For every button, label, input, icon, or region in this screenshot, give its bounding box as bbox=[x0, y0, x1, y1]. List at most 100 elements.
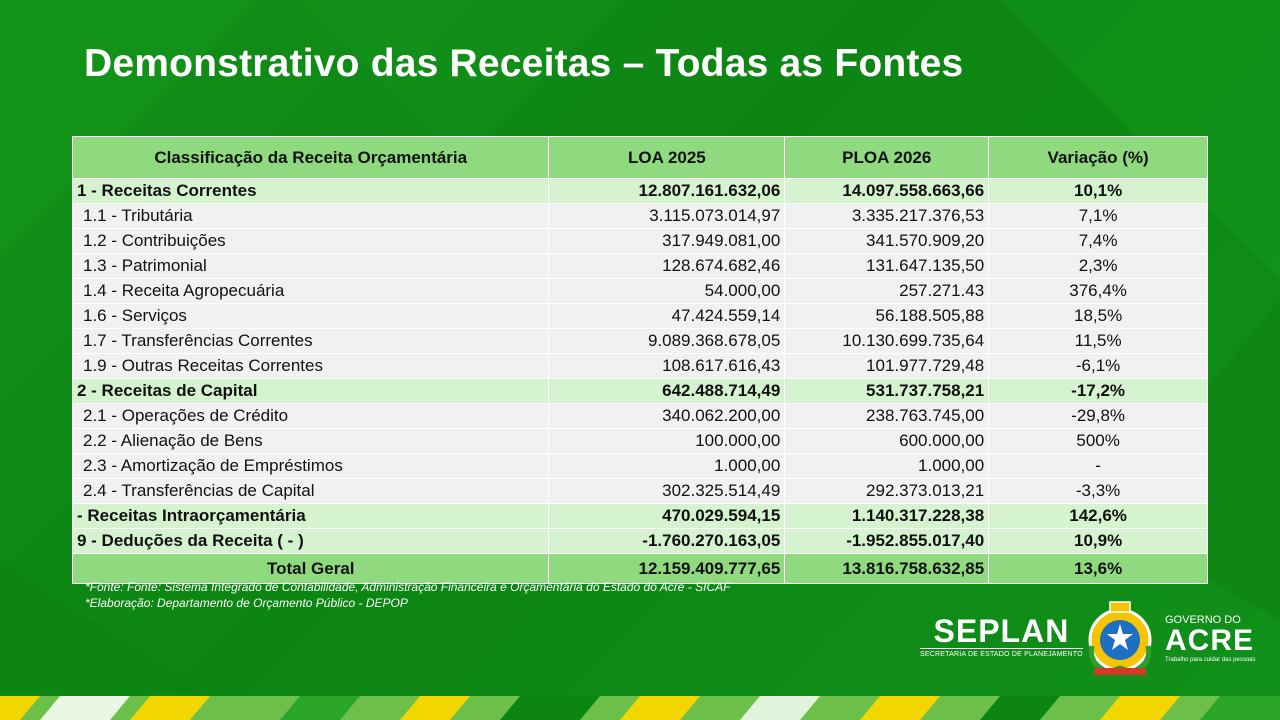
variation-value: 11,5% bbox=[988, 328, 1208, 354]
variation-value: -6,1% bbox=[988, 353, 1208, 379]
loa-2025-value: 54.000,00 bbox=[548, 278, 786, 304]
variation-value: 2,3% bbox=[988, 253, 1208, 279]
ploa-2026-value: -1.952.855.017,40 bbox=[784, 528, 990, 554]
variation-value: 376,4% bbox=[988, 278, 1208, 304]
row-label: 1.2 - Contribuições bbox=[71, 228, 550, 254]
ploa-2026-value: 257.271.43 bbox=[784, 278, 990, 304]
variation-value: 10,1% bbox=[988, 178, 1208, 204]
row-label: 1 - Receitas Correntes bbox=[71, 178, 550, 204]
variation-value: 13,6% bbox=[988, 553, 1208, 584]
governo-logo-line1: GOVERNO DO bbox=[1165, 614, 1241, 626]
variation-value: - bbox=[988, 453, 1208, 479]
variation-value: 18,5% bbox=[988, 303, 1208, 329]
total-row: Total Geral 12.159.409.777,65 13.816.758.6… bbox=[71, 553, 1208, 584]
row-label: 2.1 - Operações de Crédito bbox=[71, 403, 550, 429]
column-header-variation: Variação (%) bbox=[988, 136, 1208, 179]
page-title: Demonstrativo das Receitas – Todas as Fo… bbox=[84, 42, 964, 85]
row-label: - Receitas Intraorçamentária bbox=[71, 503, 550, 529]
loa-2025-value: 317.949.081,00 bbox=[548, 228, 786, 254]
variation-value: 7,1% bbox=[988, 203, 1208, 229]
source-notes: *Fonte: Fonte: Sistema Integrado de Cont… bbox=[85, 579, 730, 611]
table-row: 1.1 - Tributária 3.115.073.014,97 3.335.21… bbox=[71, 203, 1208, 229]
loa-2025-value: 128.674.682,46 bbox=[548, 253, 786, 279]
variation-value: -29,8% bbox=[988, 403, 1208, 429]
row-label: 1.1 - Tributária bbox=[71, 203, 550, 229]
table-row: 1.9 - Outras Receitas Correntes 108.617.6… bbox=[71, 353, 1208, 379]
source-note: *Fonte: Fonte: Sistema Integrado de Cont… bbox=[85, 580, 731, 594]
variation-value: -17,2% bbox=[988, 378, 1208, 404]
column-header-ploa-2026: PLOA 2026 bbox=[784, 136, 990, 179]
acre-coat-of-arms-icon bbox=[1088, 601, 1152, 675]
ploa-2026-value: 600.000,00 bbox=[784, 428, 990, 454]
governo-logo-line2: ACRE bbox=[1165, 624, 1255, 657]
loa-2025-value: 642.488.714,49 bbox=[548, 378, 786, 404]
table-row: 2.4 - Transferências de Capital 302.325.5… bbox=[71, 478, 1208, 504]
seplan-logo-text: SEPLAN bbox=[933, 613, 1070, 649]
ploa-2026-value: 531.737.758,21 bbox=[784, 378, 990, 404]
loa-2025-value: 100.000,00 bbox=[548, 428, 786, 454]
table-body: 1 - Receitas Correntes 12.807.161.632,06 1… bbox=[71, 178, 1208, 584]
column-header-loa-2025: LOA 2025 bbox=[548, 136, 786, 179]
loa-2025-value: 108.617.616,43 bbox=[548, 353, 786, 379]
table-row: 9 - Deduções da Receita ( - ) -1.760.270.… bbox=[71, 528, 1208, 554]
governo-logo-tagline: Trabalho para cuidar das pessoas bbox=[1165, 657, 1256, 663]
row-label: 1.3 - Patrimonial bbox=[71, 253, 550, 279]
table-row: 1.3 - Patrimonial 128.674.682,46 131.647.1… bbox=[71, 253, 1208, 279]
row-label: Total Geral bbox=[71, 553, 550, 584]
variation-value: 142,6% bbox=[988, 503, 1208, 529]
loa-2025-value: 47.424.559,14 bbox=[548, 303, 786, 329]
variation-value: -3,3% bbox=[988, 478, 1208, 504]
row-label: 9 - Deduções da Receita ( - ) bbox=[71, 528, 550, 554]
row-label: 2 - Receitas de Capital bbox=[71, 378, 550, 404]
loa-2025-value: 9.089.368.678,05 bbox=[548, 328, 786, 354]
row-label: 2.4 - Transferências de Capital bbox=[71, 478, 550, 504]
table-row: 2.2 - Alienação de Bens 100.000,00 600.000… bbox=[71, 428, 1208, 454]
table-row: 1.2 - Contribuições 317.949.081,00 341.570… bbox=[71, 228, 1208, 254]
column-header-classification: Classificação da Receita Orçamentária bbox=[71, 136, 550, 179]
variation-value: 500% bbox=[988, 428, 1208, 454]
loa-2025-value: 12.159.409.777,65 bbox=[548, 553, 786, 584]
ploa-2026-value: 13.816.758.632,85 bbox=[784, 553, 990, 584]
loa-2025-value: 302.325.514,49 bbox=[548, 478, 786, 504]
table-row: 1.6 - Serviços 47.424.559,14 56.188.505,88… bbox=[71, 303, 1208, 329]
ploa-2026-value: 56.188.505,88 bbox=[784, 303, 990, 329]
ploa-2026-value: 10.130.699.735,64 bbox=[784, 328, 990, 354]
seplan-logo: SEPLAN SECRETARIA DE ESTADO DE PLANEJAME… bbox=[920, 614, 1083, 658]
table-row: 2.3 - Amortização de Empréstimos 1.000,00… bbox=[71, 453, 1208, 479]
row-label: 1.9 - Outras Receitas Correntes bbox=[71, 353, 550, 379]
ploa-2026-value: 3.335.217.376,53 bbox=[784, 203, 990, 229]
table-row: 1 - Receitas Correntes 12.807.161.632,06 1… bbox=[71, 178, 1208, 204]
row-label: 1.6 - Serviços bbox=[71, 303, 550, 329]
seplan-logo-subtitle: SECRETARIA DE ESTADO DE PLANEJAMENTO bbox=[920, 648, 1083, 658]
row-label: 2.2 - Alienação de Bens bbox=[71, 428, 550, 454]
loa-2025-value: 3.115.073.014,97 bbox=[548, 203, 786, 229]
ploa-2026-value: 238.763.745,00 bbox=[784, 403, 990, 429]
loa-2025-value: 12.807.161.632,06 bbox=[548, 178, 786, 204]
variation-value: 7,4% bbox=[988, 228, 1208, 254]
table-row: 2 - Receitas de Capital 642.488.714,49 531… bbox=[71, 378, 1208, 404]
row-label: 2.3 - Amortização de Empréstimos bbox=[71, 453, 550, 479]
ploa-2026-value: 1.000,00 bbox=[784, 453, 990, 479]
elaboration-note: *Elaboração: Departamento de Orçamento P… bbox=[85, 596, 408, 610]
ploa-2026-value: 292.373.013,21 bbox=[784, 478, 990, 504]
table-row: 1.7 - Transferências Correntes 9.089.368.… bbox=[71, 328, 1208, 354]
footer-decorative-band bbox=[0, 696, 1280, 720]
table-row: 1.4 - Receita Agropecuária 54.000,00 257.2… bbox=[71, 278, 1208, 304]
ploa-2026-value: 101.977.729,48 bbox=[784, 353, 990, 379]
ploa-2026-value: 1.140.317.228,38 bbox=[784, 503, 990, 529]
ploa-2026-value: 14.097.558.663,66 bbox=[784, 178, 990, 204]
ploa-2026-value: 341.570.909,20 bbox=[784, 228, 990, 254]
ploa-2026-value: 131.647.135,50 bbox=[784, 253, 990, 279]
revenue-table: Classificação da Receita Orçamentária LO… bbox=[71, 136, 1208, 584]
loa-2025-value: 340.062.200,00 bbox=[548, 403, 786, 429]
variation-value: 10,9% bbox=[988, 528, 1208, 554]
table-header-row: Classificação da Receita Orçamentária LO… bbox=[71, 136, 1208, 179]
table-row: 2.1 - Operações de Crédito 340.062.200,00… bbox=[71, 403, 1208, 429]
loa-2025-value: 470.029.594,15 bbox=[548, 503, 786, 529]
loa-2025-value: -1.760.270.163,05 bbox=[548, 528, 786, 554]
row-label: 1.4 - Receita Agropecuária bbox=[71, 278, 550, 304]
governo-acre-logo: GOVERNO DO ACRE Trabalho para cuidar das… bbox=[1165, 614, 1256, 664]
row-label: 1.7 - Transferências Correntes bbox=[71, 328, 550, 354]
loa-2025-value: 1.000,00 bbox=[548, 453, 786, 479]
table-row: - Receitas Intraorçamentária 470.029.594,… bbox=[71, 503, 1208, 529]
